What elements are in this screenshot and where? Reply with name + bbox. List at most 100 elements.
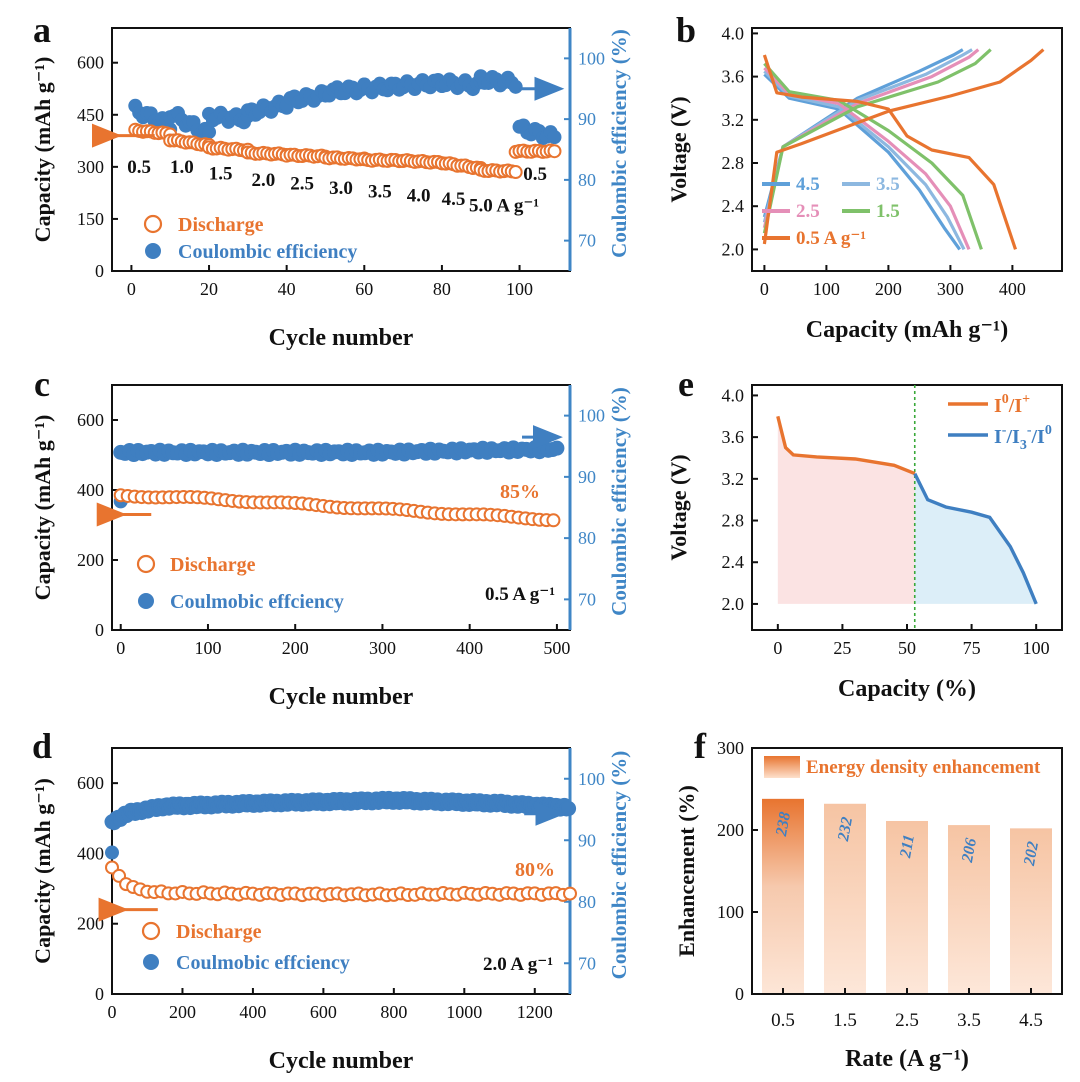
y-tick-label: 0 <box>95 620 104 640</box>
rate-label: 0.5 A g⁻¹ <box>485 584 555 605</box>
legend-label-part: - <box>1002 423 1007 438</box>
y-tick-label: 600 <box>77 410 104 430</box>
x-tick-label: 400 <box>999 279 1026 299</box>
area-fill-reduction <box>914 473 1037 604</box>
rate-label: 4.5 <box>442 189 466 210</box>
area-fill-oxidation <box>777 416 915 604</box>
legend-label-part: I <box>994 395 1002 417</box>
legend-discharge: Discharge <box>176 921 262 943</box>
y-tick-label: 0 <box>95 984 104 1004</box>
legend-label: Energy density enhancement <box>806 757 1041 778</box>
x-tick-label: 1000 <box>446 1002 482 1022</box>
charge-curve <box>762 48 992 234</box>
y-right-tick-label: 100 <box>578 769 605 789</box>
axis-title-x: Capacity (mAh g⁻¹) <box>806 317 1009 343</box>
legend-ce: Coulmobic effciency <box>176 952 350 974</box>
y-tick-label: 300 <box>77 157 104 177</box>
discharge-curve <box>763 73 961 251</box>
x-tick-label: 2.5 <box>895 1010 919 1031</box>
curve-oxidation <box>776 415 916 476</box>
panel-a: 0 20 40 60 80 100 0 150 300 450 600 70 80 90 100 a Capac… <box>30 10 631 351</box>
legend-discharge: Discharge <box>178 214 264 236</box>
panel-d: 0 200 400 600 800 1000 1200 0 200 400 600 70 80 90 100… <box>30 726 631 1074</box>
y-tick-label: 2.4 <box>722 196 745 216</box>
discharge-point <box>546 513 561 528</box>
legend-label-part: /I <box>1008 395 1023 417</box>
y-right-tick-label: 80 <box>578 892 596 912</box>
rate-label: 1.5 <box>209 164 233 185</box>
rate-label: 3.5 <box>368 181 392 202</box>
y-tick-label: 300 <box>717 738 744 758</box>
legend-ce: Coulmobic effciency <box>170 591 344 613</box>
axis-title-x: Cycle number <box>269 684 414 710</box>
y-tick-label: 200 <box>717 820 744 840</box>
y-right-tick-label: 90 <box>578 109 596 129</box>
y-tick-label: 2.8 <box>722 153 745 173</box>
x-tick-label: 75 <box>963 638 981 658</box>
legend-marker-ce <box>138 593 154 609</box>
y-tick-label: 3.6 <box>722 67 745 87</box>
x-tick-label: 400 <box>239 1002 266 1022</box>
ce-point <box>508 79 523 94</box>
y-tick-label: 400 <box>77 843 104 863</box>
panel-b: 0 100 200 300 400 2.0 2.4 2.8 3.2 3.6 4.0 b Voltage … <box>666 10 1063 343</box>
legend-label-oxidation: I0/I+ <box>994 392 1030 417</box>
legend-label-part: 3 <box>1020 438 1027 453</box>
bar <box>762 798 804 994</box>
y-tick-label: 0 <box>95 261 104 281</box>
x-tick-label: 600 <box>310 1002 337 1022</box>
legend-label-part: 0 <box>1002 392 1009 407</box>
x-tick-label: 20 <box>200 279 218 299</box>
panel-f: 238 0.5 232 1.5 211 2.5 206 3.5 202 4.5 0 100 200 300… <box>674 726 1063 1072</box>
axis-title-y: Coulombic efficiency (%) <box>607 387 631 616</box>
legend-marker-discharge <box>136 554 156 574</box>
x-tick-label: 200 <box>875 279 902 299</box>
discharge-curve <box>762 54 1018 250</box>
y-tick-label: 100 <box>717 902 744 922</box>
discharge-curve <box>763 62 983 250</box>
y-tick-label: 4.0 <box>722 385 745 405</box>
legend-discharge: Discharge <box>170 554 256 576</box>
bar-value-label: 211 <box>897 833 918 860</box>
y-tick-label: 4.0 <box>722 23 745 43</box>
ce-point <box>549 440 565 456</box>
panel-c: 0 100 200 300 400 500 0 200 400 600 70 80 90 100 c Capa… <box>30 364 631 710</box>
axis-title-x: Capacity (%) <box>838 676 976 702</box>
legend-label-part: /I <box>1030 426 1045 448</box>
x-tick-label: 300 <box>937 279 964 299</box>
y-right-tick-label: 80 <box>578 528 596 548</box>
legend-label-part: 0 <box>1045 423 1052 438</box>
y-tick-label: 3.6 <box>722 427 745 447</box>
retention-label: 80% <box>515 859 555 881</box>
y-tick-label: 400 <box>77 480 104 500</box>
legend-label-part: I <box>994 426 1002 448</box>
y-tick-label: 600 <box>77 773 104 793</box>
rate-label: 4.0 <box>407 186 431 207</box>
legend-label-part: + <box>1022 392 1030 407</box>
x-tick-label: 1.5 <box>833 1010 857 1031</box>
y-tick-label: 200 <box>77 550 104 570</box>
panel-label: a <box>33 10 51 50</box>
axis-title-y: Capacity (mAh g⁻¹) <box>30 57 55 243</box>
axis-title-y: Capacity (mAh g⁻¹) <box>30 778 55 964</box>
x-tick-label: 80 <box>433 279 451 299</box>
y-tick-label: 600 <box>77 53 104 73</box>
axis-title-x: Rate (A g⁻¹) <box>845 1046 969 1072</box>
ce-point <box>202 125 217 140</box>
y-tick-label: 2.0 <box>722 239 745 259</box>
legend-marker-discharge <box>141 921 161 941</box>
axis-title-y: Enhancement (%) <box>674 785 699 957</box>
x-tick-label: 200 <box>282 638 309 658</box>
bar <box>824 803 866 994</box>
x-tick-label: 1200 <box>517 1002 553 1022</box>
x-tick-label: 60 <box>355 279 373 299</box>
curve-reduction <box>913 472 1038 605</box>
y-right-tick-label: 100 <box>578 406 605 426</box>
bar <box>1010 828 1052 994</box>
x-tick-label: 40 <box>278 279 296 299</box>
rate-label: 2.0 A g⁻¹ <box>483 954 553 975</box>
bar-value-label: 202 <box>1021 840 1042 868</box>
legend-label: 2.5 <box>796 201 820 222</box>
x-tick-label: 0 <box>116 638 125 658</box>
